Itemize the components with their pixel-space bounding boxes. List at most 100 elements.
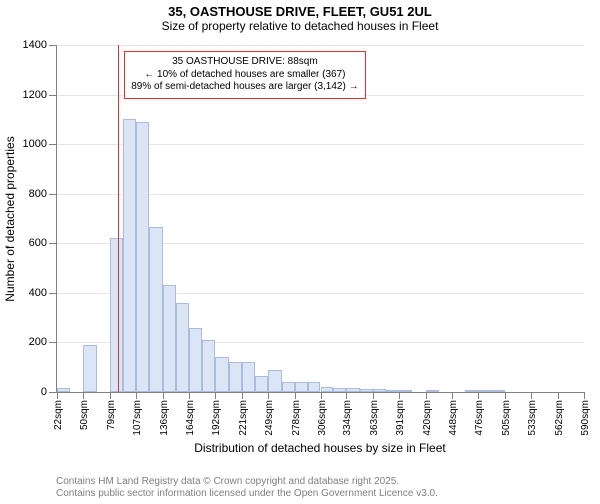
histogram-bar <box>465 390 478 392</box>
x-tick-label: 306sqm <box>317 400 328 440</box>
annotation-line: ← 10% of detached houses are smaller (36… <box>131 69 358 82</box>
x-tick-label: 221sqm <box>238 400 249 440</box>
y-tick <box>49 293 56 294</box>
y-tick-label: 0 <box>41 386 47 398</box>
y-tick-label: 1400 <box>23 39 47 51</box>
y-tick <box>49 243 56 244</box>
x-tick <box>558 392 559 399</box>
histogram-bar <box>386 390 399 392</box>
x-tick <box>399 392 400 399</box>
x-tick-label: 448sqm <box>448 400 459 440</box>
x-tick <box>505 392 506 399</box>
chart-title-main: 35, OASTHOUSE DRIVE, FLEET, GU51 2UL <box>0 4 600 19</box>
y-tick-label: 200 <box>29 336 47 348</box>
y-tick <box>49 45 56 46</box>
x-tick-label: 164sqm <box>185 400 196 440</box>
x-tick <box>531 392 532 399</box>
y-tick <box>49 194 56 195</box>
histogram-bar <box>110 238 123 392</box>
x-tick-label: 278sqm <box>291 400 302 440</box>
gridline <box>57 45 584 46</box>
y-tick-label: 600 <box>29 237 47 249</box>
chart-footer: Contains HM Land Registry data © Crown c… <box>56 476 438 500</box>
x-tick <box>242 392 243 399</box>
x-tick <box>57 392 58 399</box>
y-axis-title: Number of detached properties <box>3 136 17 301</box>
x-tick <box>426 392 427 399</box>
y-tick-label: 400 <box>29 287 47 299</box>
x-tick-label: 533sqm <box>527 400 538 440</box>
annotation-line: 35 OASTHOUSE DRIVE: 88sqm <box>131 56 358 69</box>
histogram-bar <box>149 227 163 392</box>
x-tick-label: 22sqm <box>53 400 64 440</box>
histogram-bar <box>321 387 334 392</box>
y-tick <box>49 95 56 96</box>
histogram-bar <box>163 285 176 392</box>
plot-area: 020040060080010001200140022sqm50sqm79sqm… <box>56 45 584 393</box>
x-tick <box>268 392 269 399</box>
histogram-bar <box>255 376 268 392</box>
annotation-box: 35 OASTHOUSE DRIVE: 88sqm← 10% of detach… <box>124 51 365 99</box>
x-tick <box>110 392 111 399</box>
x-tick-label: 420sqm <box>422 400 433 440</box>
annotation-line: 89% of semi-detached houses are larger (… <box>131 81 358 94</box>
y-tick <box>49 342 56 343</box>
x-tick-label: 107sqm <box>132 400 143 440</box>
histogram-bar <box>229 362 242 392</box>
x-axis-title: Distribution of detached houses by size … <box>56 441 584 455</box>
x-tick <box>163 392 164 399</box>
x-tick-label: 50sqm <box>79 400 90 440</box>
x-tick-label: 562sqm <box>554 400 565 440</box>
x-tick-label: 590sqm <box>580 400 591 440</box>
x-tick <box>321 392 322 399</box>
y-tick-label: 800 <box>29 188 47 200</box>
y-tick-label: 1000 <box>23 138 47 150</box>
histogram-bar <box>215 357 229 392</box>
chart-title-sub: Size of property relative to detached ho… <box>0 19 600 33</box>
histogram-bar <box>202 340 215 392</box>
x-tick <box>83 392 84 399</box>
histogram-bar <box>346 388 360 392</box>
x-tick <box>452 392 453 399</box>
x-tick-label: 476sqm <box>474 400 485 440</box>
x-tick-label: 505sqm <box>501 400 512 440</box>
histogram-bar <box>491 390 505 392</box>
x-tick <box>295 392 296 399</box>
x-tick-label: 363sqm <box>369 400 380 440</box>
histogram-bar <box>373 389 386 392</box>
y-tick <box>49 392 56 393</box>
x-tick-label: 79sqm <box>106 400 117 440</box>
histogram-bar <box>136 122 149 392</box>
x-tick-label: 334sqm <box>342 400 353 440</box>
histogram-bar <box>360 389 373 392</box>
y-tick-label: 1200 <box>23 89 47 101</box>
x-tick-label: 249sqm <box>264 400 275 440</box>
histogram-bar <box>189 328 202 392</box>
x-tick <box>136 392 137 399</box>
histogram-bar <box>333 388 346 392</box>
x-tick <box>373 392 374 399</box>
histogram-bar <box>242 362 255 392</box>
histogram-bar <box>308 382 321 392</box>
histogram-bar <box>176 303 189 392</box>
x-tick <box>215 392 216 399</box>
footer-line-2: Contains public sector information licen… <box>56 488 438 500</box>
x-tick <box>478 392 479 399</box>
chart-container: Number of detached properties 0200400600… <box>0 39 600 459</box>
histogram-bar <box>83 345 97 392</box>
x-tick <box>346 392 347 399</box>
histogram-bar <box>282 382 295 392</box>
reference-marker-line <box>118 45 119 392</box>
histogram-bar <box>57 388 70 392</box>
histogram-bar <box>399 390 412 392</box>
histogram-bar <box>295 382 308 392</box>
x-tick-label: 391sqm <box>395 400 406 440</box>
histogram-bar <box>123 119 136 392</box>
y-tick <box>49 144 56 145</box>
histogram-bar <box>426 390 439 392</box>
x-tick <box>584 392 585 399</box>
histogram-bar <box>478 390 491 392</box>
histogram-bar <box>268 370 282 392</box>
x-tick-label: 192sqm <box>211 400 222 440</box>
x-tick <box>189 392 190 399</box>
